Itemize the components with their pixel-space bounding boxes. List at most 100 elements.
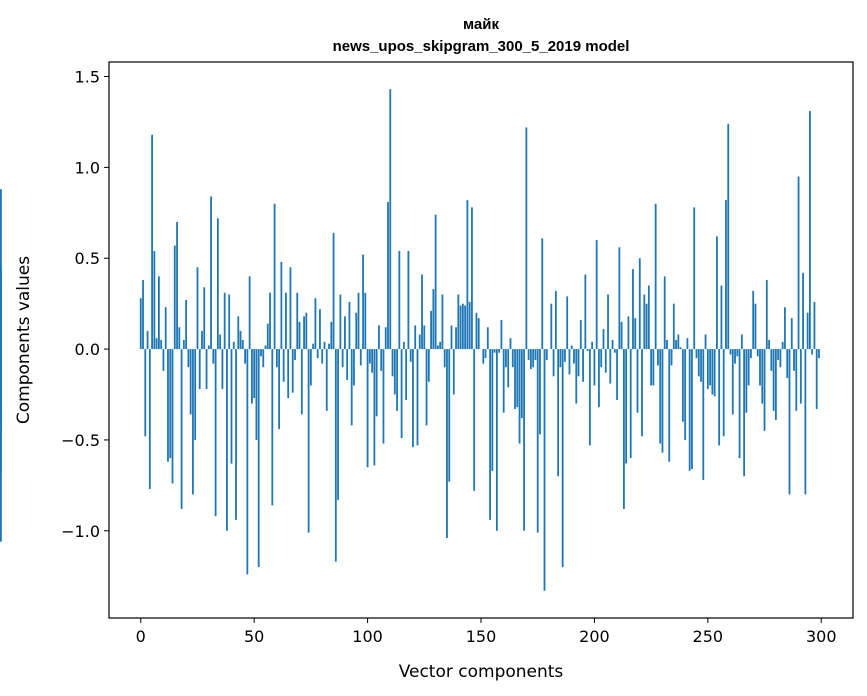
bar <box>607 294 609 350</box>
bar <box>253 349 256 399</box>
bar <box>167 349 169 462</box>
bar <box>761 349 764 404</box>
bar <box>813 301 816 350</box>
bar <box>348 301 351 350</box>
bar <box>357 292 360 350</box>
bar <box>530 349 532 370</box>
bar <box>151 134 153 350</box>
chart-title: майк <box>463 16 499 33</box>
bar <box>815 349 818 410</box>
bar <box>625 349 628 464</box>
bar <box>600 349 603 368</box>
bar <box>729 349 732 355</box>
bar <box>566 296 569 350</box>
bar <box>362 254 364 350</box>
bar <box>799 349 802 404</box>
bar <box>466 200 469 350</box>
bar <box>275 349 278 368</box>
bar <box>237 316 240 350</box>
bar <box>511 349 514 368</box>
y-tick-label: −1.0 <box>61 522 100 541</box>
bar <box>396 349 398 411</box>
bar <box>520 349 523 419</box>
bar <box>264 345 267 350</box>
bar <box>570 345 573 350</box>
bar <box>368 349 371 364</box>
bar <box>643 294 646 350</box>
bar <box>0 270 2 350</box>
bar <box>153 250 156 350</box>
y-axis-label: Components values <box>14 256 34 424</box>
bar <box>244 349 246 364</box>
bar <box>638 258 641 350</box>
bar <box>747 349 750 386</box>
bar <box>505 349 507 368</box>
bar <box>144 349 147 437</box>
bar <box>427 349 430 382</box>
x-tick-label: 50 <box>244 627 264 646</box>
bar <box>691 349 693 469</box>
bar <box>210 196 212 350</box>
bar <box>552 349 555 377</box>
bar <box>285 292 287 350</box>
bar <box>182 340 185 350</box>
bar <box>171 349 174 484</box>
bar <box>443 349 446 368</box>
bar <box>230 349 233 464</box>
bar <box>387 201 389 350</box>
bar <box>185 300 188 350</box>
bar <box>720 285 723 350</box>
bar <box>811 349 814 355</box>
bar <box>239 330 242 350</box>
bar <box>176 221 178 350</box>
bar <box>672 303 675 350</box>
bar <box>262 349 265 368</box>
bar <box>452 349 455 395</box>
bar <box>450 325 453 350</box>
bar <box>582 349 584 382</box>
bar <box>802 272 804 350</box>
bar <box>393 349 396 395</box>
bar <box>727 123 730 350</box>
bar <box>545 349 548 360</box>
bar <box>611 340 614 350</box>
bar <box>235 349 237 520</box>
bar <box>718 349 721 446</box>
bar <box>629 349 632 459</box>
bar <box>588 349 591 446</box>
bar <box>498 349 501 353</box>
bar <box>809 111 811 350</box>
bar <box>659 349 662 444</box>
bar <box>675 340 677 350</box>
bar <box>507 349 510 388</box>
bar <box>180 349 183 509</box>
bar <box>539 349 541 435</box>
bar <box>203 287 206 350</box>
bar <box>609 349 612 384</box>
bar <box>271 349 274 506</box>
bar <box>523 349 525 531</box>
bar <box>378 325 380 350</box>
bar <box>228 294 231 350</box>
bar <box>711 349 714 395</box>
bar <box>371 349 374 373</box>
bar <box>804 349 807 495</box>
bar <box>502 349 505 413</box>
bar <box>666 340 668 350</box>
y-tick-label: −0.5 <box>61 431 100 450</box>
bar <box>491 349 494 471</box>
bar <box>591 341 594 350</box>
bar <box>432 289 435 350</box>
bar <box>661 349 664 453</box>
bar <box>402 341 405 350</box>
bar <box>693 207 696 350</box>
bar <box>207 345 210 350</box>
bar <box>405 349 408 400</box>
bar <box>745 349 748 413</box>
bar <box>464 305 467 350</box>
bar <box>341 349 344 368</box>
bar <box>425 349 428 426</box>
bar <box>561 349 564 568</box>
bar <box>738 349 741 459</box>
bar <box>441 294 444 350</box>
